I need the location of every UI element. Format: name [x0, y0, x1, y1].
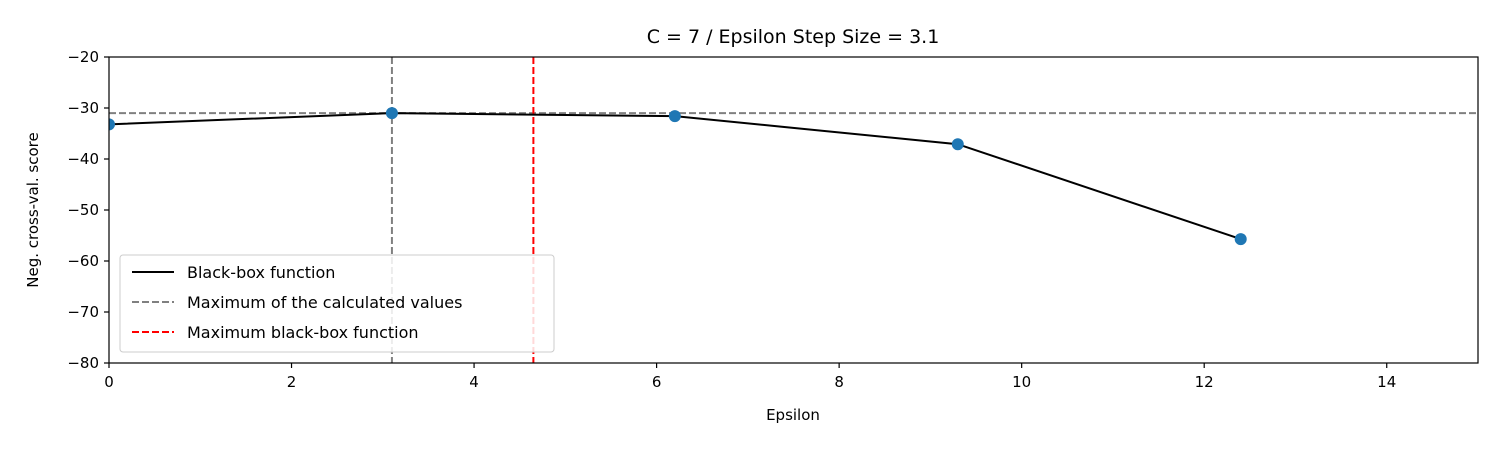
legend-label: Maximum black-box function [187, 323, 419, 342]
x-tick-label: 10 [1012, 373, 1031, 391]
x-tick-label: 0 [104, 373, 114, 391]
y-tick-label: −70 [67, 303, 99, 321]
series-layer [109, 112, 1242, 241]
data-point [951, 138, 964, 151]
legend: Black-box function Maximum of the calcula… [119, 254, 555, 353]
legend-label: Maximum of the calculated values [187, 293, 462, 312]
x-tick-label: 14 [1377, 373, 1396, 391]
legend-label: Black-box function [187, 263, 335, 282]
y-tick-label: −30 [67, 99, 99, 117]
y-axis-label: Neg. cross-val. score [24, 132, 42, 288]
data-point [385, 107, 398, 120]
y-tick-label: −60 [67, 252, 99, 270]
legend-box [119, 254, 555, 353]
points-layer [109, 107, 1247, 246]
x-axis-label: Epsilon [766, 406, 820, 424]
chart-title: C = 7 / Epsilon Step Size = 3.1 [647, 26, 940, 48]
y-tick-label: −20 [67, 48, 99, 66]
y-tick-label: −50 [67, 201, 99, 219]
series-line-1 [109, 112, 1242, 241]
data-point [668, 110, 681, 123]
x-tick-label: 8 [834, 373, 844, 391]
data-point [109, 118, 115, 131]
data-point [1234, 233, 1247, 246]
x-tick-label: 6 [652, 373, 662, 391]
y-tick-label: −40 [67, 150, 99, 168]
y-tick-label: −80 [67, 354, 99, 372]
x-tick-label: 4 [469, 373, 479, 391]
x-tick-label: 12 [1195, 373, 1214, 391]
y-axis: −80 −70 −60 −50 −40 −30 −20 [67, 48, 109, 372]
x-axis: 0 2 4 6 8 10 12 14 [104, 363, 1396, 391]
x-tick-label: 2 [287, 373, 297, 391]
